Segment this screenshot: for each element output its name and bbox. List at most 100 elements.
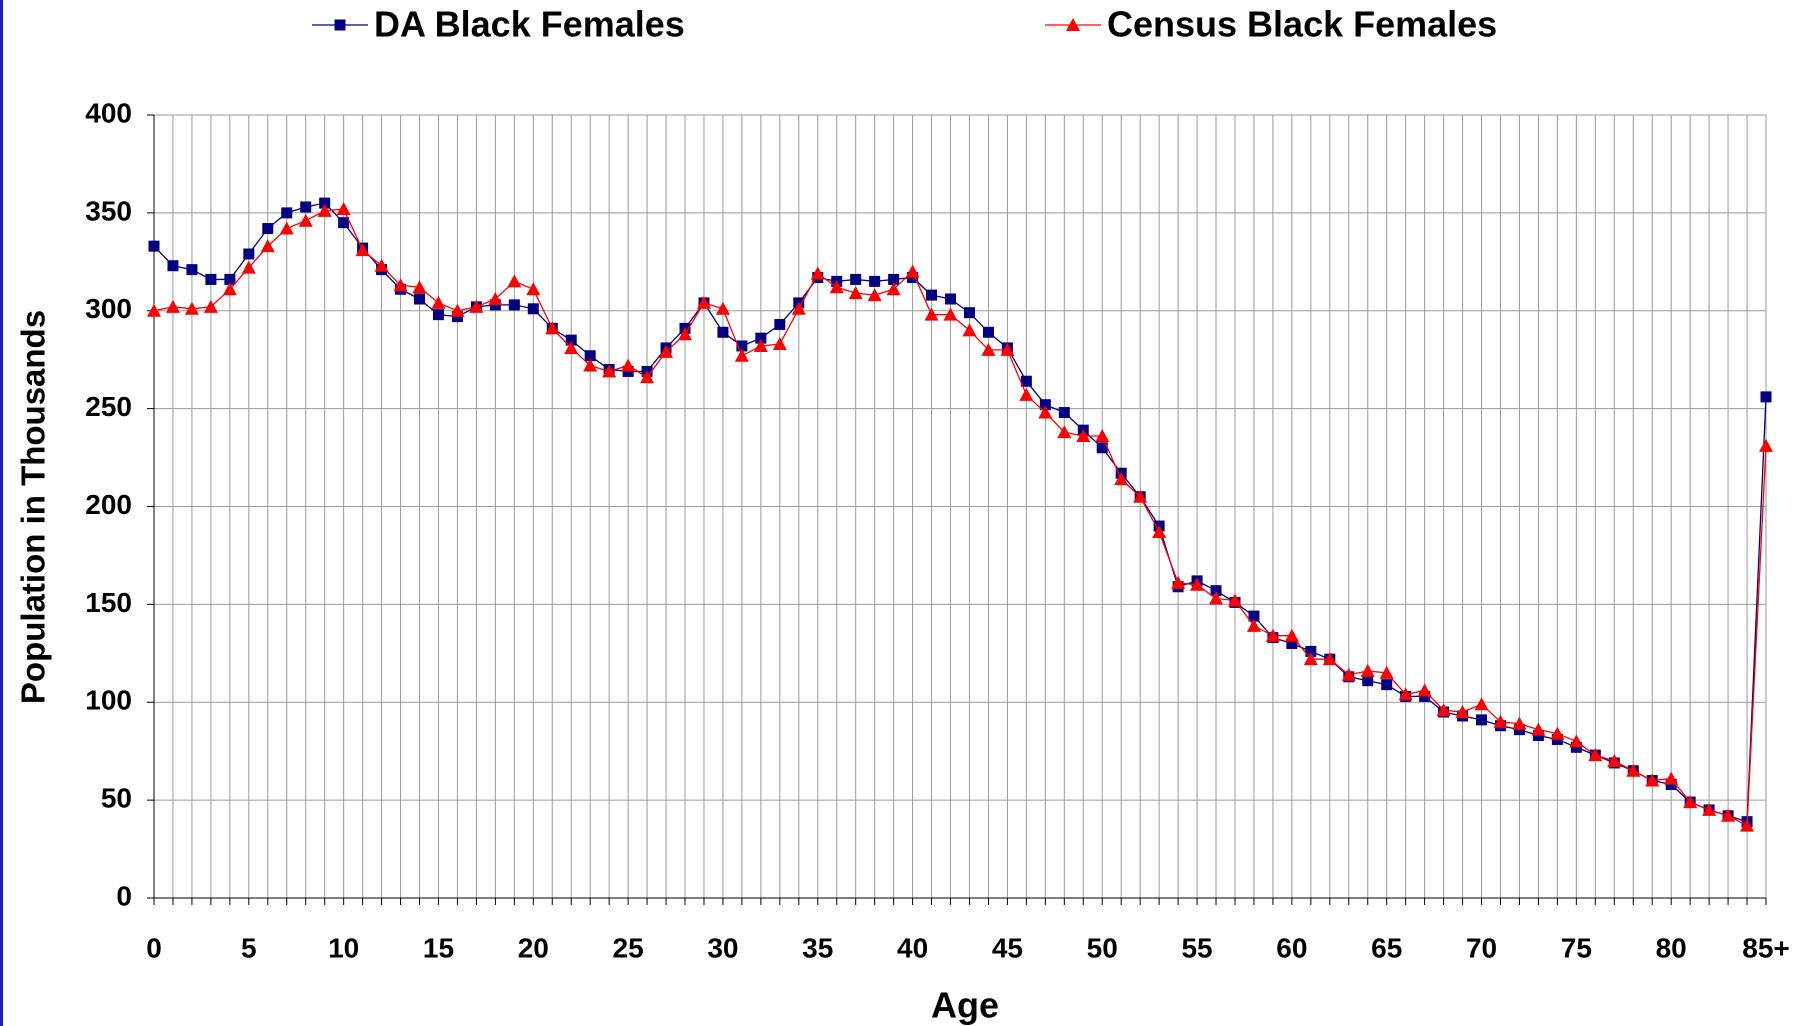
data-point <box>869 275 881 287</box>
data-point <box>1265 628 1280 642</box>
data-point <box>755 332 767 344</box>
data-point <box>1209 591 1224 605</box>
x-tick-label: 70 <box>1466 932 1497 963</box>
data-point <box>1362 675 1374 687</box>
data-point <box>224 273 236 285</box>
data-point <box>243 248 255 260</box>
data-point <box>203 299 218 313</box>
data-point <box>1760 391 1772 403</box>
y-axis-title: Population in Thousands <box>15 310 52 704</box>
data-point <box>1248 610 1260 622</box>
data-point <box>450 303 465 317</box>
y-tick-label: 400 <box>85 97 132 128</box>
data-point <box>886 282 901 296</box>
data-point <box>736 340 748 352</box>
data-point <box>640 370 655 384</box>
data-point <box>1512 716 1527 730</box>
data-point <box>1607 753 1622 767</box>
data-point <box>1057 425 1072 439</box>
data-point <box>1740 818 1755 832</box>
data-point <box>508 299 520 311</box>
data-point <box>412 280 427 294</box>
data-point <box>945 293 957 305</box>
left-border <box>0 0 3 1026</box>
x-axis-title: Age <box>931 985 999 1026</box>
data-point <box>1305 645 1317 657</box>
y-tick-label: 300 <box>85 293 132 324</box>
data-point <box>963 307 975 319</box>
data-point <box>1114 472 1129 486</box>
data-point <box>374 258 389 272</box>
x-tick-label: 5 <box>241 932 257 963</box>
data-point <box>1360 663 1375 677</box>
data-point <box>602 364 617 378</box>
data-point <box>1039 399 1051 411</box>
data-point <box>298 213 313 227</box>
data-point <box>262 223 274 235</box>
data-point <box>564 340 579 354</box>
legend-marker <box>334 19 346 31</box>
data-point <box>1476 714 1488 726</box>
data-point <box>1417 683 1432 697</box>
data-point <box>1645 773 1660 787</box>
data-point <box>148 240 160 252</box>
data-point <box>1038 405 1053 419</box>
data-point <box>717 326 729 338</box>
data-point <box>1702 802 1717 816</box>
data-point <box>469 299 484 313</box>
data-point <box>526 282 541 296</box>
x-tick-label: 30 <box>707 932 738 963</box>
data-point <box>1152 524 1167 538</box>
data-point <box>905 264 920 278</box>
data-point <box>319 197 331 209</box>
data-point <box>696 295 711 309</box>
data-point <box>1284 628 1299 642</box>
data-point <box>300 201 312 213</box>
data-point <box>1379 665 1394 679</box>
data-point <box>1436 703 1451 717</box>
data-point <box>943 307 958 321</box>
y-tick-label: 200 <box>85 489 132 520</box>
y-tick-label: 150 <box>85 587 132 618</box>
data-point <box>867 288 882 302</box>
data-point <box>715 301 730 315</box>
data-point <box>431 295 446 309</box>
data-point <box>753 338 768 352</box>
data-point <box>527 303 539 315</box>
data-point <box>1341 667 1356 681</box>
data-point <box>260 239 275 253</box>
data-point <box>393 278 408 292</box>
data-point <box>1095 429 1110 443</box>
data-point <box>147 303 161 317</box>
data-point <box>1531 722 1546 736</box>
data-point <box>1569 734 1584 748</box>
data-point <box>1019 387 1034 401</box>
data-point <box>584 350 596 362</box>
legend-label: DA Black Females <box>374 4 685 45</box>
data-point <box>1096 442 1108 454</box>
data-point <box>1190 577 1205 591</box>
y-tick-label: 0 <box>116 880 132 911</box>
data-point <box>962 323 977 337</box>
data-point <box>1664 771 1679 785</box>
x-tick-label: 85+ <box>1742 932 1790 963</box>
data-point <box>1493 714 1508 728</box>
x-tick-label: 55 <box>1181 932 1212 963</box>
y-tick-label: 350 <box>85 195 132 226</box>
y-tick-label: 250 <box>85 391 132 422</box>
x-tick-label: 45 <box>992 932 1023 963</box>
data-point <box>184 301 199 315</box>
data-point <box>926 289 938 301</box>
data-point <box>167 260 179 272</box>
data-point <box>165 299 180 313</box>
y-tick-label: 100 <box>85 685 132 716</box>
x-tick-label: 60 <box>1276 932 1307 963</box>
data-point <box>848 286 863 300</box>
data-point <box>488 292 503 306</box>
data-point <box>1210 585 1222 597</box>
data-point <box>982 326 994 338</box>
data-point <box>1020 375 1032 387</box>
data-point <box>186 264 198 276</box>
data-point <box>981 342 996 356</box>
